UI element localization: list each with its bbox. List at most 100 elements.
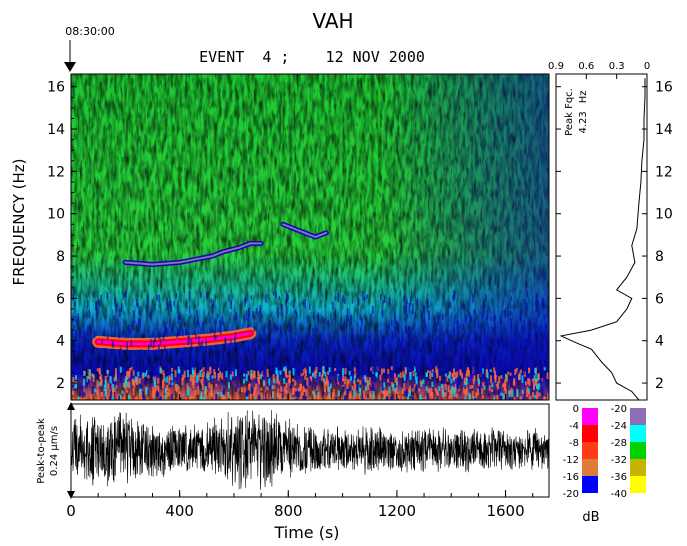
low-band-speck [299, 388, 302, 392]
mid-band-speck [498, 358, 501, 365]
low-band-speck [88, 373, 91, 380]
low-band-speck [250, 393, 252, 400]
mid-band-speck [121, 330, 124, 336]
mid-band-speck [91, 358, 94, 365]
mid-band-speck [414, 361, 417, 369]
low-band-speck [496, 394, 499, 400]
low-band-speck [528, 368, 531, 373]
mid-band-speck [342, 295, 344, 303]
low-band-speck [534, 368, 537, 374]
mid-band-speck [279, 343, 281, 351]
mid-band-speck [127, 324, 130, 334]
low-band-speck [183, 370, 186, 378]
mid-band-speck [240, 355, 243, 365]
low-band-speck [137, 371, 140, 377]
low-band-speck [412, 397, 414, 400]
low-band-speck [288, 371, 291, 378]
low-band-speck [528, 395, 531, 400]
mid-band-speck [269, 320, 271, 327]
low-band-speck [168, 377, 171, 385]
mid-band-speck [344, 297, 346, 304]
mid-band-speck [199, 343, 202, 352]
low-band-speck [273, 385, 276, 389]
low-band-speck [426, 393, 429, 400]
mid-band-speck [179, 363, 182, 369]
low-band-speck [414, 383, 417, 391]
low-band-speck [538, 383, 541, 388]
mid-band-speck [158, 331, 160, 340]
low-band-speck [98, 368, 101, 374]
mid-band-speck [412, 334, 414, 343]
mid-band-speck [521, 343, 523, 351]
low-band-speck [363, 375, 366, 383]
low-band-speck [394, 377, 397, 383]
low-band-speck [171, 368, 174, 372]
mid-band-speck [348, 354, 351, 361]
mid-band-speck [189, 363, 191, 373]
low-band-speck [541, 387, 544, 396]
low-band-speck [205, 391, 207, 398]
mid-band-speck [334, 312, 337, 322]
low-band-speck [491, 382, 494, 388]
mid-band-speck [492, 326, 494, 332]
mid-band-speck [463, 304, 465, 310]
mid-band-speck [125, 291, 127, 299]
low-band-speck [399, 372, 402, 379]
mid-band-speck [447, 341, 449, 351]
low-band-speck [278, 380, 281, 385]
peak-y-tick-label: 10 [655, 207, 673, 223]
low-band-speck [259, 373, 262, 380]
mid-band-speck [284, 359, 287, 367]
low-band-speck [114, 378, 117, 385]
mid-band-speck [182, 351, 184, 361]
low-band-speck [468, 370, 470, 377]
mid-band-speck [117, 318, 119, 327]
low-band-speck [182, 374, 185, 381]
low-band-speck [444, 389, 447, 397]
mid-band-speck [136, 298, 138, 306]
mid-band-speck [466, 359, 468, 365]
mid-band-speck [209, 318, 211, 324]
low-band-speck [106, 395, 109, 400]
low-band-speck [488, 390, 491, 396]
mid-band-speck [543, 332, 546, 340]
low-band-speck [431, 381, 434, 387]
legend-label-left: -8 [569, 438, 579, 449]
mid-band-speck [368, 351, 370, 359]
low-band-speck [438, 386, 441, 391]
low-band-speck [260, 387, 263, 391]
mid-band-speck [185, 329, 187, 336]
low-band-speck [192, 370, 194, 374]
low-band-speck [498, 376, 501, 384]
harmonic-ridge-core [124, 242, 263, 266]
mid-band-speck [453, 294, 455, 301]
mid-band-speck [272, 291, 275, 296]
mid-band-speck [224, 337, 226, 346]
mid-band-speck [319, 350, 321, 357]
low-band-speck [279, 393, 282, 400]
low-band-speck [419, 394, 422, 400]
low-band-speck [502, 398, 505, 400]
low-band-speck [72, 390, 74, 395]
mid-band-speck [511, 338, 514, 348]
low-band-speck [146, 389, 149, 395]
low-band-speck [128, 394, 131, 400]
mid-band-speck [510, 319, 512, 329]
peak-frequency-value: 4.23Hz [578, 90, 589, 133]
peak-frequency-title: Peak Fqc. [564, 88, 575, 136]
mid-band-speck [481, 313, 483, 319]
low-band-speck [153, 395, 156, 399]
low-band-speck [124, 383, 127, 390]
mid-band-speck [81, 335, 84, 340]
low-band-speck [253, 387, 256, 394]
mid-band-speck [490, 316, 492, 321]
low-band-speck [292, 397, 295, 400]
low-band-speck [292, 367, 295, 376]
mid-band-speck [219, 319, 222, 326]
low-band-speck [123, 382, 126, 388]
mid-band-speck [297, 334, 300, 341]
mid-band-speck [246, 310, 248, 321]
mid-band-speck [157, 350, 160, 357]
low-band-speck [436, 392, 439, 396]
low-band-speck [162, 378, 165, 386]
